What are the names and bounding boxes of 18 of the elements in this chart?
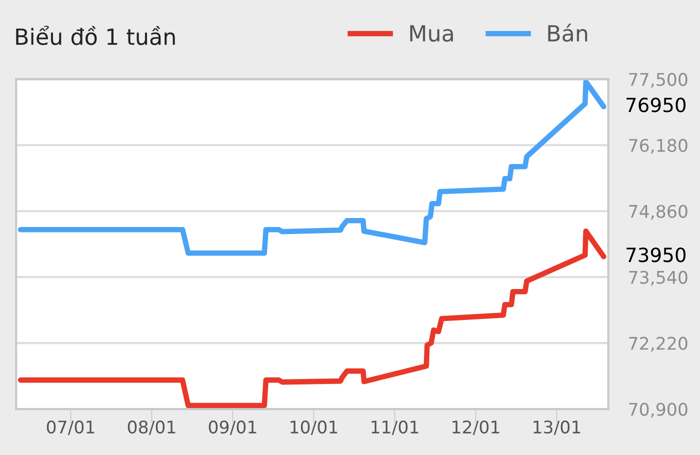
chart-title: Biểu đồ 1 tuần — [16, 26, 175, 46]
data-label: 76950 — [626, 98, 686, 112]
x-tick-label: 11/01 — [372, 420, 418, 435]
x-tick-label: 12/01 — [452, 420, 500, 435]
y-tick-label: 72,220 — [629, 336, 688, 352]
x-tick-label: 13/01 — [534, 420, 580, 435]
y-tick-label: 73,540 — [629, 270, 688, 286]
y-tick-label: 76,180 — [629, 138, 688, 154]
legend-label: Bán — [548, 24, 588, 42]
y-tick-label: 70,900 — [629, 402, 688, 418]
y-tick-label: 77,500 — [629, 72, 688, 88]
legend-label: Mua — [410, 25, 453, 42]
data-label: 73950 — [626, 248, 686, 262]
x-tick-label: 10/01 — [290, 420, 338, 435]
x-tick-label: 07/01 — [46, 420, 94, 435]
x-tick-label: 08/01 — [128, 420, 176, 435]
y-tick-label: 74,860 — [629, 204, 688, 220]
x-tick-label: 09/01 — [208, 420, 256, 435]
